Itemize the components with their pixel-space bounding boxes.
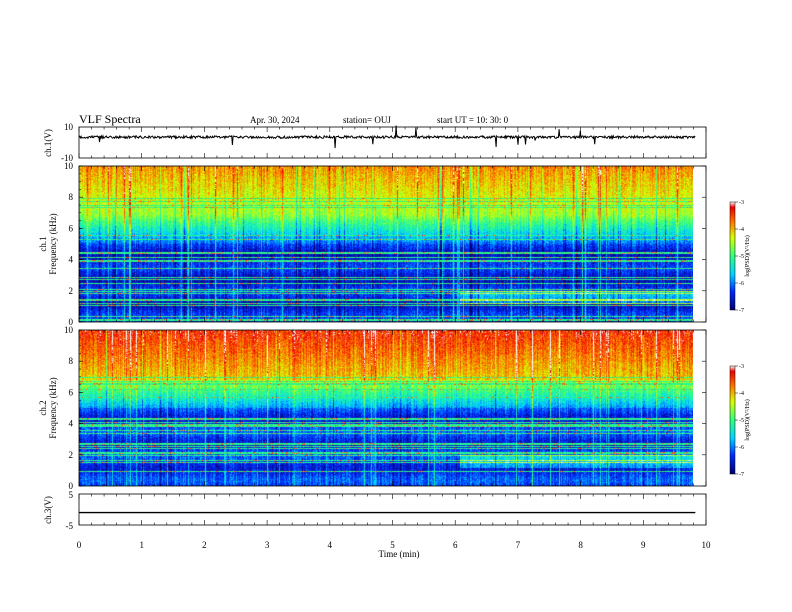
frequency-tick-label: 0 — [69, 317, 74, 327]
header-station: station= OUJ — [343, 115, 391, 125]
ch1-spectrogram-ylabel-channel: ch.1 — [38, 236, 48, 251]
colorbar-tick-label: -5 — [739, 418, 744, 424]
colorbar-tick-label: -4 — [739, 391, 744, 397]
time-tick-label: 0 — [77, 540, 82, 550]
ch1-spectrogram-canvas — [79, 166, 693, 322]
frequency-tick-label: 2 — [69, 286, 74, 296]
ch1-spectrogram-xticks — [78, 166, 707, 322]
ch2-spectrogram-ylabel-frequency: Frequency (kHz) — [48, 377, 58, 438]
ch1-waveform-panel: 10 -10 ch.1(V) — [43, 122, 707, 163]
frequency-tick-label: 8 — [69, 192, 74, 202]
ch2-spectrogram-yticks: 0 2 4 6 8 10 — [64, 325, 706, 491]
ch3-waveform-xticks — [78, 494, 707, 525]
ch1-spectrogram-yticks: 0 2 4 6 8 10 — [64, 161, 706, 327]
time-tick-label: 10 — [702, 540, 712, 550]
time-tick-label: 2 — [202, 540, 207, 550]
colorbar-tick-label: -7 — [739, 308, 744, 314]
ch2-spectrogram-image-wrap — [79, 330, 693, 486]
ch1-waveform-ylabel: ch.1(V) — [43, 129, 53, 157]
frequency-tick-label: 4 — [69, 419, 74, 429]
header-start-time: start UT = 10: 30: 0 — [437, 115, 509, 125]
colorbar-tick-label: -6 — [739, 445, 744, 451]
ch1-colorbar — [729, 201, 736, 311]
time-tick-label: 6 — [453, 540, 458, 550]
ch1-spectrogram-image-wrap — [79, 166, 693, 322]
time-tick-label: 9 — [641, 540, 646, 550]
ch1-waveform-xticks — [78, 127, 707, 158]
colorbar-tick-label: -6 — [739, 281, 744, 287]
ch1-ytick-bottom: -10 — [61, 153, 73, 163]
ch1-waveform-line — [78, 125, 696, 149]
ch1-colorbar-label: log(PSD)(V²/Hz) — [744, 235, 751, 276]
header-date: Apr. 30, 2024 — [250, 115, 300, 125]
ch1-ytick-top: 10 — [64, 122, 74, 132]
ch2-spectrogram-canvas — [79, 330, 693, 486]
ch2-spectrogram-ylabel-channel: ch.2 — [38, 400, 48, 415]
figure-title: VLF Spectra — [79, 112, 141, 126]
frequency-tick-label: 10 — [64, 161, 74, 171]
ch3-waveform-panel: 5 -5 ch.3(V) — [43, 490, 707, 531]
time-axis-tick-labels: 0 1 2 3 4 5 6 7 8 9 10 — [77, 540, 711, 550]
colorbar-tick-label: -4 — [739, 227, 744, 233]
time-tick-label: 5 — [390, 540, 395, 550]
frequency-tick-label: 4 — [69, 255, 74, 265]
ch2-colorbar-label: log(PSD)(V²/Hz) — [744, 399, 751, 440]
time-tick-label: 7 — [516, 540, 521, 550]
time-tick-label: 8 — [578, 540, 583, 550]
ch1-spectrogram-ylabel-frequency: Frequency (kHz) — [48, 213, 58, 274]
frequency-tick-label: 0 — [69, 481, 74, 491]
ch1-colorbar-ticks: -3 -4 -5 -6 -7 — [735, 200, 744, 314]
ch3-ytick-top: 5 — [69, 490, 74, 500]
time-tick-label: 1 — [139, 540, 144, 550]
ch2-colorbar-ticks: -3 -4 -5 -6 -7 — [735, 364, 744, 478]
time-tick-label: 3 — [265, 540, 270, 550]
colorbar-tick-label: -3 — [739, 200, 744, 206]
ch2-spectrogram-xticks — [78, 330, 707, 486]
time-axis-label: Time (min) — [379, 549, 420, 559]
frequency-tick-label: 2 — [69, 450, 74, 460]
frequency-tick-label: 8 — [69, 356, 74, 366]
ch3-ytick-bottom: -5 — [66, 521, 74, 531]
frequency-tick-label: 6 — [69, 223, 74, 233]
ch2-colorbar — [729, 365, 736, 475]
frequency-tick-label: 10 — [64, 325, 74, 335]
colorbar-tick-label: -3 — [739, 364, 744, 370]
time-tick-label: 4 — [328, 540, 333, 550]
ch3-waveform-ylabel: ch.3(V) — [43, 496, 53, 524]
frequency-tick-label: 6 — [69, 387, 74, 397]
colorbar-tick-label: -7 — [739, 472, 744, 478]
colorbar-tick-label: -5 — [739, 254, 744, 260]
